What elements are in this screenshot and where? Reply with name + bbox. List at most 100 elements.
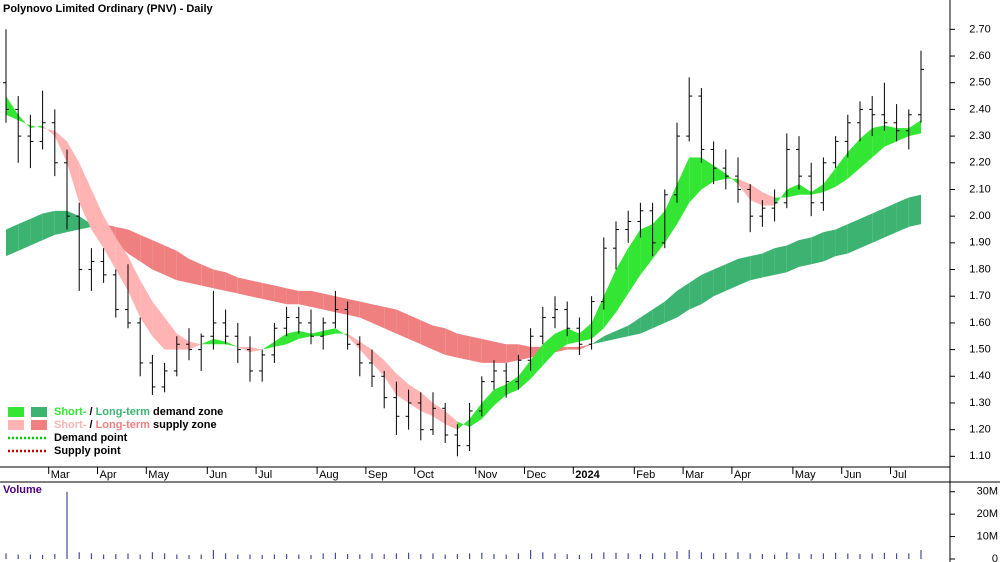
long-term-zone [603, 330, 616, 342]
long-term-zone [835, 224, 848, 257]
long-term-zone [616, 325, 629, 339]
volume-bar [481, 552, 483, 559]
short-term-zone [762, 192, 775, 206]
y-tick-label: 2.60 [969, 50, 990, 62]
legend-swatch [31, 420, 47, 430]
volume-bar [578, 554, 580, 559]
short-term-zone [335, 328, 348, 337]
long-term-zone [908, 194, 921, 227]
short-term-zone [384, 360, 397, 395]
long-term-zone [213, 269, 226, 291]
volume-bar [871, 553, 873, 559]
long-term-zone [372, 304, 385, 329]
long-term-zone [884, 202, 897, 238]
volume-bar [603, 552, 605, 559]
long-term-zone [701, 269, 714, 305]
short-term-zone [701, 157, 714, 190]
short-term-zone [213, 338, 226, 345]
short-term-zone [128, 256, 141, 318]
x-tick-label: May [795, 469, 816, 481]
x-tick-label: Sep [368, 469, 388, 481]
short-term-zone [542, 333, 555, 366]
volume-bar [810, 554, 812, 559]
short-term-zone [115, 237, 128, 291]
legend-text: Short- [54, 406, 87, 418]
short-term-zone [18, 114, 31, 129]
long-term-zone [286, 288, 299, 305]
long-term-zone [811, 232, 824, 265]
long-term-zone [518, 344, 531, 361]
legend-swatch [8, 420, 24, 430]
long-term-zone [725, 258, 738, 291]
short-term-zone [359, 341, 372, 363]
long-term-zone [738, 256, 751, 286]
x-tick-label: Mar [51, 469, 70, 481]
short-term-zone [6, 96, 19, 121]
long-term-zone [628, 317, 641, 337]
long-term-zone [359, 301, 372, 323]
volume-bar [761, 554, 763, 559]
short-term-zone [823, 168, 836, 193]
y-tick-label: 1.10 [969, 450, 990, 462]
x-tick-label: Apr [100, 469, 117, 481]
volume-bar [737, 552, 739, 559]
short-term-zone [786, 184, 799, 198]
short-term-zone [396, 373, 409, 403]
y-tick-label: 1.80 [969, 263, 990, 275]
volume-bar [383, 554, 385, 559]
long-term-zone [408, 314, 421, 345]
long-term-zone [664, 290, 677, 323]
volume-bar [920, 550, 922, 559]
x-tick-label: Mar [685, 469, 704, 481]
long-term-zone [567, 346, 580, 350]
short-term-zone [79, 162, 92, 230]
long-term-zone [420, 320, 433, 350]
short-term-zone [616, 248, 629, 313]
short-term-zone [201, 338, 214, 345]
short-term-zone [347, 333, 360, 350]
volume-bar [334, 552, 336, 559]
y-tick-label: 1.20 [969, 424, 990, 436]
volume-bar [786, 552, 788, 559]
short-term-zone [445, 410, 458, 430]
long-term-zone [18, 218, 31, 251]
short-term-zone [103, 216, 116, 270]
short-term-zone [860, 128, 873, 169]
volume-bar [322, 553, 324, 559]
volume-bar [517, 553, 519, 559]
volume-bar [286, 554, 288, 559]
volume-bar [835, 552, 837, 559]
legend-label: Short- / Long-term supply zone [54, 419, 217, 431]
short-term-zone [652, 210, 665, 259]
long-term-zone [872, 208, 885, 243]
short-term-zone [628, 229, 641, 294]
short-term-zone [872, 125, 885, 158]
short-term-zone [286, 330, 299, 345]
long-term-zone [469, 336, 482, 363]
volume-bar [66, 491, 68, 559]
volume-label: Volume [3, 484, 42, 496]
short-term-zone [664, 184, 677, 243]
short-term-zone [250, 346, 263, 353]
short-term-zone [774, 189, 787, 206]
volume-bar [688, 550, 690, 559]
volume-bar [5, 553, 7, 559]
short-term-zone [518, 360, 531, 390]
x-tick-label: May [148, 469, 169, 481]
short-term-zone [189, 341, 202, 350]
short-term-zone [481, 389, 494, 419]
y-tick-label: 1.70 [969, 290, 990, 302]
volume-bar [212, 550, 214, 559]
y-tick-label: 2.00 [969, 210, 990, 222]
long-term-zone [750, 253, 763, 281]
long-term-zone [677, 282, 690, 318]
short-term-zone [140, 280, 153, 337]
volume-bar [420, 554, 422, 559]
short-term-zone [372, 349, 385, 377]
x-tick-label: Apr [734, 469, 751, 481]
volume-bar [859, 554, 861, 559]
short-term-zone [42, 125, 55, 137]
short-term-zone [896, 128, 909, 142]
short-term-zone [908, 120, 921, 137]
long-term-zone [396, 309, 409, 339]
